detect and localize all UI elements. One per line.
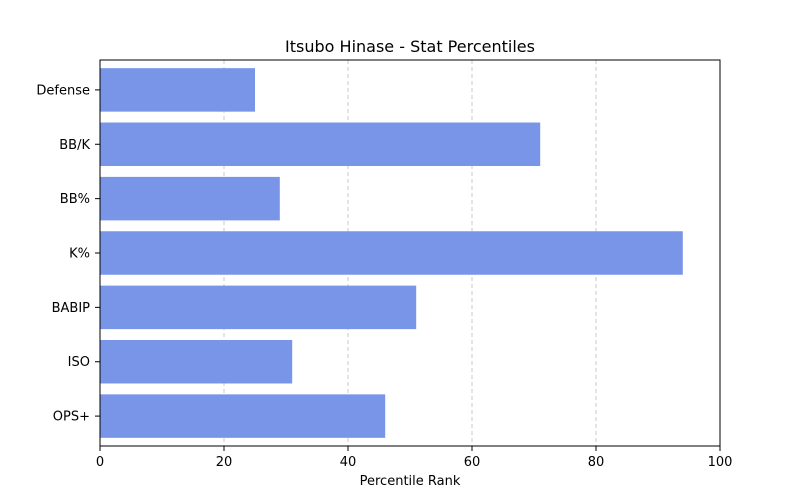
- bar: [100, 68, 255, 112]
- y-axis-ticks: OPS+ ISO BABIP K% BB% BB/K Defense: [36, 83, 100, 425]
- bar: [100, 285, 417, 330]
- x-tick-label: 80: [588, 455, 605, 470]
- y-tick-label: K%: [69, 247, 90, 262]
- bar: [100, 394, 386, 438]
- x-tick-label: 40: [340, 455, 357, 470]
- y-tick-label: BABIP: [52, 301, 91, 316]
- bars: [100, 68, 683, 438]
- y-tick-label: Defense: [36, 83, 90, 98]
- y-tick-label: BB%: [60, 192, 90, 207]
- x-axis-label: Percentile Rank: [360, 474, 461, 489]
- bar: [100, 339, 293, 384]
- x-tick-label: 60: [464, 455, 481, 470]
- bar: [100, 231, 683, 275]
- x-tick-label: 100: [708, 455, 733, 470]
- bar: [100, 122, 541, 167]
- y-tick-label: ISO: [68, 355, 90, 370]
- y-tick-label: OPS+: [53, 410, 90, 425]
- y-tick-label: BB/K: [59, 138, 90, 153]
- x-tick-label: 20: [216, 455, 233, 470]
- x-tick-label: 0: [96, 455, 104, 470]
- bar: [100, 176, 280, 221]
- x-axis-ticks: 0 20 40 60 80 100: [96, 446, 733, 470]
- chart-title: Itsubo Hinase - Stat Percentiles: [285, 37, 535, 56]
